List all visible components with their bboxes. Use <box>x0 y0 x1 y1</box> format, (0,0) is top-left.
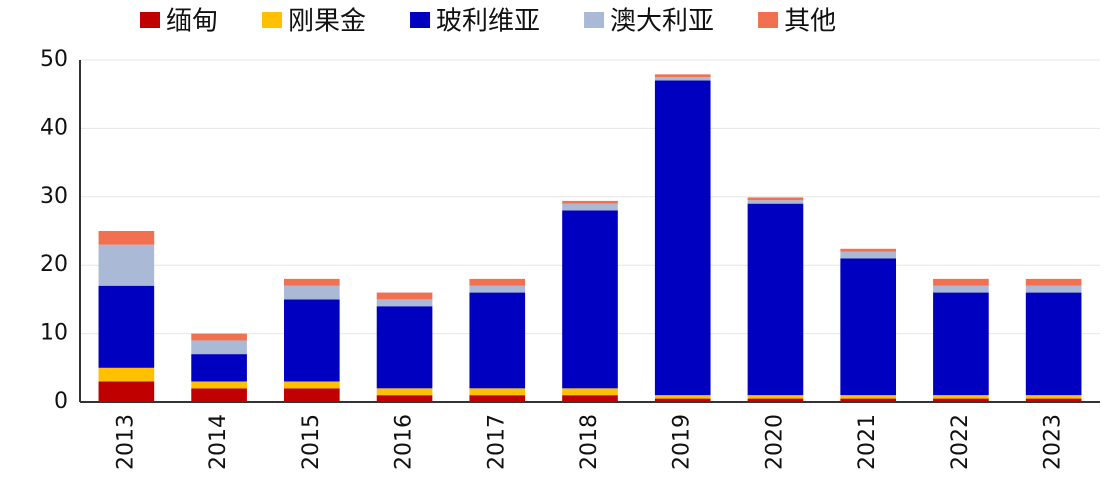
bar-segment <box>284 381 340 389</box>
legend-label: 刚果金 <box>288 7 366 37</box>
y-tick-label: 50 <box>40 47 68 72</box>
bar-segment <box>376 299 433 307</box>
x-tick-label: 2021 <box>855 414 880 470</box>
x-tick-label: 2013 <box>113 414 138 470</box>
bar-segment <box>654 80 711 396</box>
bar-segment <box>562 388 618 396</box>
bar-segment <box>1025 285 1082 293</box>
bar-segment <box>747 197 804 201</box>
legend: 缅甸 刚果金 玻利维亚 澳大利亚 其他 <box>140 7 836 37</box>
bar-segment <box>933 278 989 286</box>
bar-segment <box>469 292 526 389</box>
y-tick-label: 10 <box>40 321 68 346</box>
bar-segment <box>98 367 155 382</box>
bar-segment <box>562 200 618 204</box>
bar-segment <box>284 285 340 300</box>
x-tick-label: 2019 <box>670 414 695 470</box>
bar-segment <box>191 381 247 389</box>
legend-label: 缅甸 <box>166 7 218 37</box>
bar-segment <box>284 278 340 286</box>
bar-segment <box>1025 292 1082 396</box>
bar-segment <box>1025 278 1082 286</box>
legend-swatch <box>584 12 605 28</box>
x-tick-label: 2016 <box>392 414 417 470</box>
bar-segment <box>1025 395 1082 399</box>
y-tick-label: 30 <box>40 184 68 209</box>
bar-segment <box>654 77 711 81</box>
legend-swatch <box>262 12 283 28</box>
y-tick-label: 40 <box>40 115 68 140</box>
bar-segment <box>654 74 711 78</box>
bar-segment <box>376 306 433 389</box>
bar-segment <box>98 231 155 245</box>
bar-segment <box>747 200 804 204</box>
x-tick-label: 2015 <box>299 414 324 470</box>
legend-swatch <box>758 12 779 28</box>
bar-segment <box>933 285 989 293</box>
x-tick-label: 2023 <box>1041 414 1066 470</box>
y-tick-label: 20 <box>40 252 68 277</box>
bar-segment <box>191 333 247 341</box>
bar-segment <box>191 388 247 402</box>
bar-segment <box>469 388 526 396</box>
bar-segment <box>747 203 804 396</box>
bar-segment <box>1025 398 1082 402</box>
bar-segment <box>562 210 618 389</box>
y-tick-label: 0 <box>54 389 68 414</box>
bar-segment <box>191 340 247 355</box>
bar-segment <box>469 278 526 286</box>
bar-segment <box>654 395 711 399</box>
x-tick-label: 2017 <box>484 414 509 470</box>
bar-segment <box>840 248 896 252</box>
bar-segment <box>933 292 989 396</box>
bar-segment <box>376 292 433 300</box>
x-tick-label: 2014 <box>206 414 231 470</box>
bar-segment <box>840 258 896 396</box>
legend-label: 玻利维亚 <box>436 7 540 37</box>
x-tick-label: 2018 <box>577 414 602 470</box>
bar-segment <box>562 395 618 402</box>
legend-swatch <box>410 12 431 28</box>
bar-segment <box>284 388 340 402</box>
x-tick-label: 2020 <box>762 414 787 470</box>
bar-segment <box>98 244 155 286</box>
bar-segment <box>376 395 433 402</box>
bar-segment <box>654 398 711 402</box>
x-tick-label: 2022 <box>948 414 973 470</box>
bar-segment <box>840 251 896 259</box>
bar-segment <box>747 395 804 399</box>
legend-label: 澳大利亚 <box>610 7 714 37</box>
bar-segment <box>376 388 433 396</box>
bar-segment <box>469 285 526 293</box>
bar-segment <box>191 354 247 382</box>
bar-segment <box>98 381 155 402</box>
bar-segment <box>840 398 896 402</box>
bar-segment <box>840 395 896 399</box>
legend-swatch <box>140 12 160 28</box>
bar-segment <box>747 398 804 402</box>
bar-segment <box>98 285 155 368</box>
legend-label: 其他 <box>784 7 836 37</box>
bar-segment <box>933 398 989 402</box>
bar-segment <box>933 395 989 399</box>
bar-segment <box>284 299 340 382</box>
bar-segment <box>562 203 618 211</box>
bar-segment <box>469 395 526 402</box>
